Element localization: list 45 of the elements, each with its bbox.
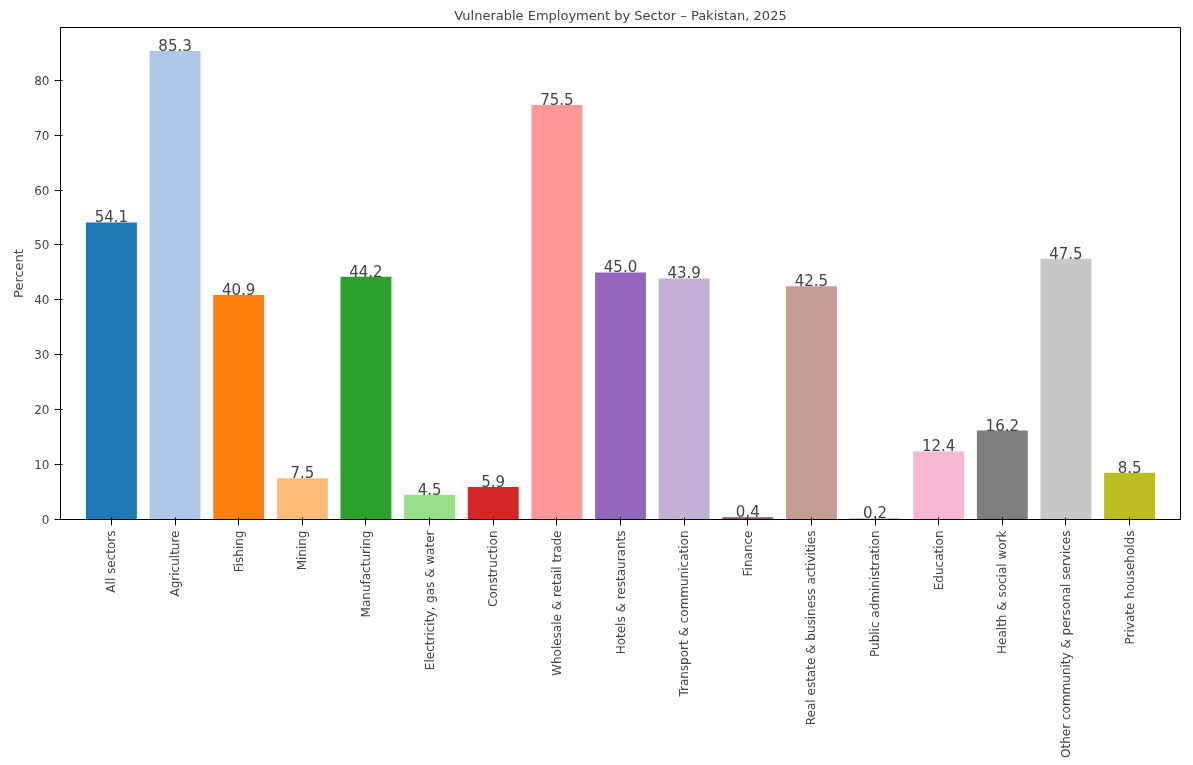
y-tick-label: 0: [41, 513, 50, 527]
x-tick-label: Electricity, gas & water: [422, 530, 437, 671]
x-tick-label: Other community & personal services: [1058, 530, 1073, 758]
x-tick-label: Hotels & restaurants: [613, 530, 628, 655]
y-tick-label: 60: [34, 183, 50, 198]
x-tick-label: Health & social work: [995, 530, 1010, 654]
y-tick-label: 70: [34, 128, 50, 143]
x-tick-label: Construction: [486, 530, 501, 607]
data-label: 12.4: [921, 437, 956, 456]
chart-title: Vulnerable Employment by Sector – Pakistan, 2025: [454, 7, 787, 23]
x-tick-label: Wholesale & retail trade: [549, 530, 564, 676]
data-label: 0.4: [735, 503, 760, 522]
data-label: 0.2: [863, 504, 887, 523]
data-label: 5.9: [481, 473, 506, 492]
data-label: 85.3: [158, 37, 192, 56]
y-axis-title: Percent: [11, 249, 27, 298]
y-tick-label: 30: [34, 348, 50, 363]
y-tick-label: 40: [34, 293, 50, 308]
y-tick-label: 20: [34, 403, 50, 418]
data-label: 16.2: [985, 416, 1020, 435]
data-label: 43.9: [667, 264, 701, 283]
y-tick-label: 80: [34, 73, 50, 88]
x-tick-label: Public administration: [868, 530, 883, 657]
data-label: 7.5: [290, 464, 315, 483]
x-tick-label: Agriculture: [168, 530, 183, 597]
data-label: 8.5: [1117, 458, 1142, 477]
x-tick-label: Fishing: [231, 530, 246, 573]
data-label: 54.1: [94, 208, 129, 227]
y-tick-label: 10: [34, 458, 50, 473]
data-label: 47.5: [1049, 244, 1083, 263]
data-label: 44.2: [349, 262, 383, 281]
x-tick-label: Real estate & business activities: [804, 530, 819, 726]
data-label: 4.5: [417, 480, 442, 499]
data-label: 75.5: [540, 90, 574, 109]
x-tick-label: All sectors: [104, 530, 119, 593]
x-tick-label: Mining: [295, 530, 310, 571]
x-tick-label: Transport & communication: [677, 530, 692, 698]
x-tick-label: Private households: [1122, 530, 1137, 645]
x-tick-label: Finance: [740, 530, 755, 577]
x-tick-label: Education: [931, 530, 946, 591]
y-tick-label: 50: [34, 238, 50, 253]
x-tick-label: Manufacturing: [358, 530, 373, 618]
data-label: 45.0: [603, 258, 638, 277]
data-label: 42.5: [794, 272, 829, 291]
data-label: 40.9: [221, 280, 256, 299]
